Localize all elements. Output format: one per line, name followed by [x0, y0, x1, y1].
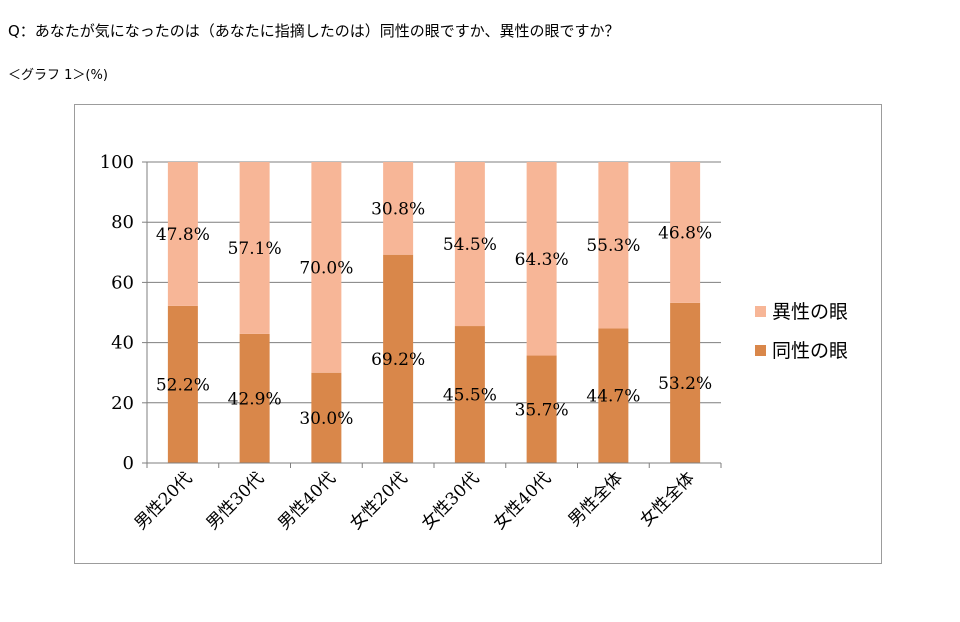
data-label-opposite-sex: 55.3%: [586, 236, 640, 256]
bar-segment-same-sex: [454, 326, 485, 463]
y-tick-label: 100: [100, 152, 134, 173]
legend-item-opposite-sex-label: 異性の眼: [772, 301, 848, 323]
bar-segment-same-sex: [167, 305, 198, 463]
x-category-label: 男性30代: [203, 468, 269, 534]
data-label-same-sex: 52.2%: [156, 375, 210, 395]
bar-segment-opposite-sex: [239, 162, 270, 334]
bar-segment-same-sex: [239, 333, 270, 463]
x-category-label: 女性全体: [636, 468, 698, 530]
data-label-same-sex: 69.2%: [371, 350, 425, 370]
bar-segment-same-sex: [526, 355, 557, 463]
data-label-opposite-sex: 54.5%: [443, 235, 497, 255]
data-label-same-sex: 35.7%: [515, 400, 569, 420]
bar-segment-same-sex: [598, 328, 629, 463]
data-label-opposite-sex: 64.3%: [515, 250, 569, 270]
bar-segment-opposite-sex: [311, 162, 342, 373]
stacked-bar-chart: 0 20 40 60 80 100 52.2% 47.8% 男性20代 42.9% 57.1% 男性3…: [100, 152, 848, 534]
data-label-same-sex: 42.9%: [228, 389, 282, 409]
y-tick-label: 40: [111, 333, 134, 354]
data-label-opposite-sex: 57.1%: [228, 239, 282, 259]
data-label-same-sex: 44.7%: [586, 387, 640, 407]
y-tick-label: 60: [111, 272, 134, 293]
data-label-opposite-sex: 46.8%: [658, 223, 712, 243]
x-category-label: 女性20代: [346, 468, 412, 534]
bar-segment-same-sex: [383, 254, 414, 463]
y-tick-label: 20: [111, 393, 134, 414]
x-category-label: 女性30代: [418, 468, 484, 534]
bar-segment-opposite-sex: [454, 162, 485, 327]
graph-caption: ＜グラフ 1＞(%): [8, 68, 108, 83]
bar-segment-same-sex: [311, 372, 342, 463]
y-tick-label: 80: [111, 212, 134, 233]
data-label-same-sex: 45.5%: [443, 386, 497, 406]
question-text: Q：あなたが気になったのは（あなたに指摘したのは）同性の眼ですか、異性の眼ですか…: [8, 22, 620, 40]
data-label-same-sex: 53.2%: [658, 374, 712, 394]
bar-segment-opposite-sex: [383, 162, 414, 255]
legend-item-same-sex-label: 同性の眼: [772, 340, 848, 362]
y-tick-label: 0: [123, 453, 134, 474]
x-category-label: 女性40代: [490, 468, 556, 534]
data-label-opposite-sex: 47.8%: [156, 225, 210, 245]
data-label-same-sex: 30.0%: [299, 409, 353, 429]
bar-segment-opposite-sex: [670, 162, 701, 303]
bar-segment-same-sex: [670, 302, 701, 463]
chart-frame: 0 20 40 60 80 100 52.2% 47.8% 男性20代 42.9% 57.1% 男性3…: [74, 104, 882, 564]
bar-segment-opposite-sex: [167, 162, 198, 306]
data-label-opposite-sex: 70.0%: [299, 258, 353, 278]
legend-item-same-sex-swatch: [755, 345, 766, 356]
x-category-label: 男性20代: [131, 468, 197, 534]
x-category-label: 男性40代: [274, 468, 340, 534]
bar-segment-opposite-sex: [598, 162, 629, 329]
data-label-opposite-sex: 30.8%: [371, 199, 425, 219]
bar-segment-opposite-sex: [526, 162, 557, 356]
x-category-label: 男性全体: [565, 468, 627, 530]
legend-item-opposite-sex-swatch: [755, 306, 766, 317]
